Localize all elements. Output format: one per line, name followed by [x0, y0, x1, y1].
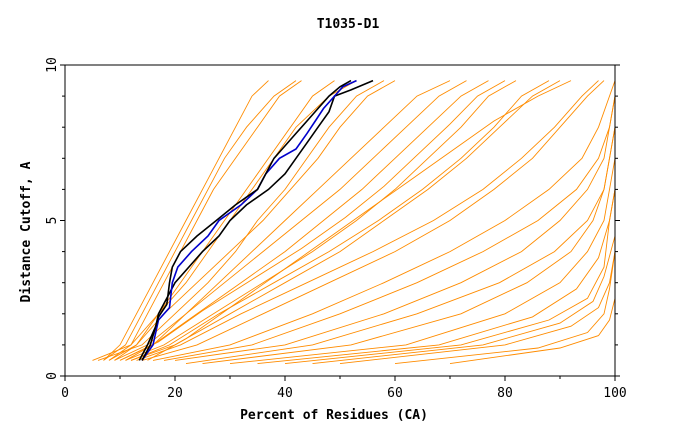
x-axis-label: Percent of Residues (CA): [240, 408, 428, 423]
background-curve: [147, 80, 572, 361]
background-curve: [114, 80, 335, 361]
axis-ticks: 0 20 40 60 80 100 0 5 10: [45, 57, 627, 401]
background-curve: [136, 80, 599, 361]
background-curves: [92, 80, 616, 365]
background-curve: [163, 80, 616, 361]
highlight-series: [138, 79, 374, 361]
x-tick-label: 80: [497, 386, 513, 401]
background-curve: [152, 80, 616, 361]
chart-title: T1035-D1: [317, 17, 380, 32]
background-curve: [97, 80, 385, 361]
y-axis-label: Distance Cutoff, A: [19, 161, 34, 302]
background-curve: [174, 80, 616, 361]
background-curve: [125, 80, 517, 361]
y-tick-label: 0: [45, 372, 60, 380]
background-curve: [130, 80, 561, 361]
background-curve: [103, 80, 297, 361]
y-tick-label: 10: [45, 57, 60, 73]
background-curve: [141, 80, 605, 361]
background-curve: [119, 80, 506, 361]
x-tick-label: 100: [603, 386, 626, 401]
background-curve: [202, 80, 616, 365]
background-curve: [125, 80, 467, 361]
background-curve: [108, 80, 302, 361]
background-curve: [284, 80, 616, 365]
background-curve: [114, 80, 451, 361]
background-curve: [312, 80, 616, 365]
background-curve: [103, 80, 269, 361]
background-curve: [130, 80, 550, 361]
x-tick-label: 60: [387, 386, 403, 401]
background-curve: [108, 80, 396, 361]
series-line-3: [141, 79, 352, 361]
background-curve: [449, 80, 616, 365]
x-tick-label: 20: [167, 386, 183, 401]
x-tick-label: 0: [61, 386, 69, 401]
y-tick-label: 5: [45, 217, 60, 225]
background-curve: [229, 80, 616, 365]
series-line-1: [138, 79, 374, 361]
x-tick-label: 40: [277, 386, 293, 401]
series-line-2: [141, 79, 357, 361]
background-curve: [119, 80, 489, 361]
background-curve: [394, 80, 616, 365]
